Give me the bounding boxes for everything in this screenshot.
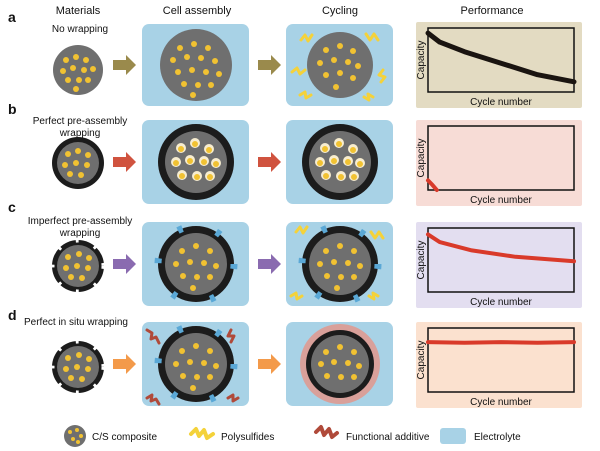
row-b-title-line2: wrapping [59,128,101,139]
y-axis-label-d: Capacity [416,341,427,380]
arrow-d-2 [258,354,281,374]
arrow-a-2 [258,55,281,75]
row-d-letter: d [8,307,17,323]
row-c-title-line2: wrapping [59,228,101,239]
performance-panel-b [416,120,582,206]
row-b-letter: b [8,101,17,117]
header-performance: Performance [461,5,524,17]
particle-a-cycling [307,32,373,98]
particle-c-cycling [298,222,382,306]
y-axis-label-b: Capacity [416,139,427,178]
row-a-title: No wrapping [52,24,108,35]
row-a-letter: a [8,9,16,25]
performance-panel-d [416,322,582,408]
row-c-title-line1: Imperfect pre-assembly [28,216,132,227]
polysulfides-c [289,225,385,301]
particle-b-assembly [158,124,234,200]
particle-a-material [53,45,103,95]
plot-frame-d [427,327,575,393]
capacity-curve-b [426,178,439,192]
plot-frame-a [427,27,575,93]
header-cycling: Cycling [322,5,358,17]
plot-frame-b [427,125,575,191]
legend: C/S composite Polysulfides Functional ad… [64,425,521,447]
particle-c-material [49,237,107,295]
polysulfides-a [290,32,387,102]
x-axis-label-c: Cycle number [470,297,532,308]
arrow-b-1 [113,152,136,172]
functional-additive-icon [314,425,339,439]
capacity-curve-a [425,30,577,85]
x-axis-label-b: Cycle number [470,195,532,206]
particle-b-material [52,137,104,189]
y-axis-label-a: Capacity [416,41,427,80]
cs-composite-icon [64,425,86,447]
row-d-title: Perfect in situ wrapping [24,317,128,328]
particle-a-assembly [160,29,232,101]
row-b-title-line1: Perfect pre-assembly [33,116,127,127]
legend-functional-additive: Functional additive [346,432,430,443]
header-cell-assembly: Cell assembly [163,5,232,17]
header-materials: Materials [56,5,101,17]
particle-d-material [49,338,107,396]
performance-panel-c [416,222,582,308]
electrolyte-icon [440,428,466,444]
legend-cs-composite: C/S composite [92,432,157,443]
legend-electrolyte: Electrolyte [474,432,521,443]
capacity-curve-d [426,340,576,345]
polysulfide-icon [189,427,215,440]
particle-d-cycling [300,324,380,404]
arrow-a-1 [113,55,136,75]
functional-additive-d [145,328,240,406]
x-axis-label-d: Cycle number [470,397,532,408]
particle-d-assembly [154,322,238,406]
legend-polysulfides: Polysulfides [221,432,274,443]
arrow-d-1 [113,354,136,374]
capacity-curve-c [426,232,576,264]
row-c-letter: c [8,199,16,215]
y-axis-label-c: Capacity [416,241,427,280]
particle-c-assembly [154,222,238,306]
x-axis-label-a: Cycle number [470,97,532,108]
particle-b-cycling [302,124,378,200]
arrow-c-2 [258,254,281,274]
arrow-c-1 [113,254,136,274]
arrow-b-2 [258,152,281,172]
